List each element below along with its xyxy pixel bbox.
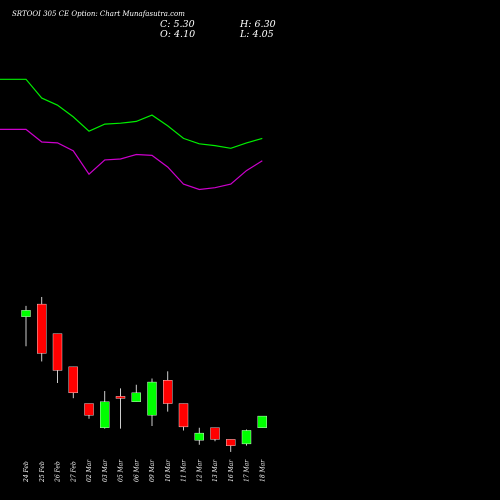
candle xyxy=(147,378,157,426)
open-readout: O: 4.10 xyxy=(160,29,195,40)
date-tick-label: 18 Mar xyxy=(259,459,266,482)
candle-body xyxy=(68,366,78,394)
candle xyxy=(100,391,110,429)
date-tick-label: 09 Mar xyxy=(149,459,156,482)
candle-body xyxy=(178,403,189,428)
candles-layer xyxy=(21,296,267,452)
candle xyxy=(68,366,78,399)
candle xyxy=(194,427,204,445)
date-axis: 24 Feb 25 Feb 26 Feb 27 Feb 02 Mar 03 Mar 05 M… xyxy=(23,459,266,483)
lower-band-line xyxy=(0,128,263,191)
date-tick-label: 27 Feb xyxy=(70,461,77,483)
candle-body xyxy=(147,381,157,416)
candle xyxy=(241,429,252,446)
date-tick-label: 11 Mar xyxy=(181,459,188,482)
date-tick-label: 24 Feb xyxy=(23,461,30,483)
candle-body xyxy=(115,396,126,399)
candle-body xyxy=(21,310,31,317)
candle xyxy=(115,388,126,429)
candle xyxy=(52,333,63,383)
date-tick-label: 03 Mar xyxy=(102,459,109,482)
bands-layer xyxy=(0,78,263,191)
candle-body xyxy=(257,415,267,428)
candle xyxy=(226,439,236,452)
date-tick-label: 06 Mar xyxy=(133,459,140,482)
date-tick-label: 02 Mar xyxy=(86,459,93,482)
candle-body xyxy=(52,333,63,371)
date-tick-label: 05 Mar xyxy=(118,459,125,482)
date-tick-label: 16 Mar xyxy=(228,459,235,482)
candle-body xyxy=(100,401,110,428)
candle xyxy=(37,296,47,362)
date-tick-label: 12 Mar xyxy=(196,459,203,482)
candle-body xyxy=(37,303,47,354)
date-tick-label: 10 Mar xyxy=(165,459,172,482)
candle-body xyxy=(241,430,252,445)
date-tick-label: 26 Feb xyxy=(55,461,62,483)
candle-body xyxy=(84,403,94,416)
upper-band-line xyxy=(0,78,263,149)
candle xyxy=(163,371,173,412)
date-tick-label: 13 Mar xyxy=(212,459,219,482)
candle-body xyxy=(163,380,173,404)
candle xyxy=(21,305,31,347)
candle xyxy=(84,403,94,419)
low-readout: L: 4.05 xyxy=(239,29,274,40)
date-tick-label: 17 Mar xyxy=(244,459,251,482)
candle-body xyxy=(194,432,204,441)
candle xyxy=(131,384,141,402)
close-readout: C: 5.30 xyxy=(160,19,195,30)
candle xyxy=(257,415,267,428)
candle xyxy=(210,427,220,442)
candle-body xyxy=(131,392,141,402)
chart-title: SRTOOI 305 CE Option: Chart Munafasutra.… xyxy=(12,10,185,18)
candle-body xyxy=(210,427,220,440)
candle-body xyxy=(226,439,236,446)
high-readout: H: 6.30 xyxy=(239,19,276,30)
date-tick-label: 25 Feb xyxy=(39,461,46,483)
candle xyxy=(178,403,189,431)
